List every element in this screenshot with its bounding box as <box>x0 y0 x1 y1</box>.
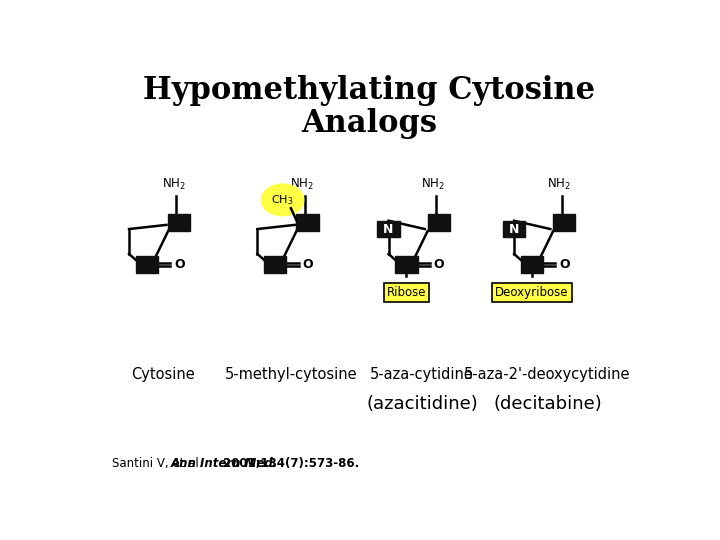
Bar <box>553 214 575 231</box>
Bar <box>377 221 400 238</box>
Text: O: O <box>559 258 570 271</box>
Text: N: N <box>509 222 519 235</box>
Text: NH$_2$: NH$_2$ <box>162 177 186 192</box>
Text: O: O <box>174 258 185 271</box>
Bar <box>168 214 190 231</box>
Text: (azacitidine): (azacitidine) <box>366 395 478 413</box>
Circle shape <box>261 184 304 216</box>
Text: O: O <box>433 258 444 271</box>
Bar <box>521 256 543 273</box>
Text: Analogs: Analogs <box>301 109 437 139</box>
Bar <box>297 214 319 231</box>
Text: NH$_2$: NH$_2$ <box>290 177 314 192</box>
Text: 5-aza-2'-deoxycytidine: 5-aza-2'-deoxycytidine <box>464 367 631 382</box>
Text: N: N <box>383 222 394 235</box>
Text: O: O <box>302 258 313 271</box>
Text: 5-methyl-cytosine: 5-methyl-cytosine <box>225 367 357 382</box>
Text: Santini V, et al.: Santini V, et al. <box>112 457 207 470</box>
Text: NH$_2$: NH$_2$ <box>421 177 445 192</box>
Text: Ann Intern Med.: Ann Intern Med. <box>171 457 278 470</box>
Text: Hypomethylating Cytosine: Hypomethylating Cytosine <box>143 75 595 106</box>
Text: 2001;134(7):573-86.: 2001;134(7):573-86. <box>219 457 359 470</box>
Text: Ribose: Ribose <box>387 286 426 299</box>
Text: CH$_3$: CH$_3$ <box>271 193 294 207</box>
Bar <box>428 214 450 231</box>
Bar <box>503 221 526 238</box>
Text: Deoxyribose: Deoxyribose <box>495 286 569 299</box>
Bar <box>395 256 418 273</box>
Text: (decitabine): (decitabine) <box>493 395 602 413</box>
Bar <box>136 256 158 273</box>
Bar <box>264 256 287 273</box>
Text: Cytosine: Cytosine <box>130 367 194 382</box>
Text: NH$_2$: NH$_2$ <box>546 177 571 192</box>
Text: 5-aza-cytidine: 5-aza-cytidine <box>370 367 474 382</box>
